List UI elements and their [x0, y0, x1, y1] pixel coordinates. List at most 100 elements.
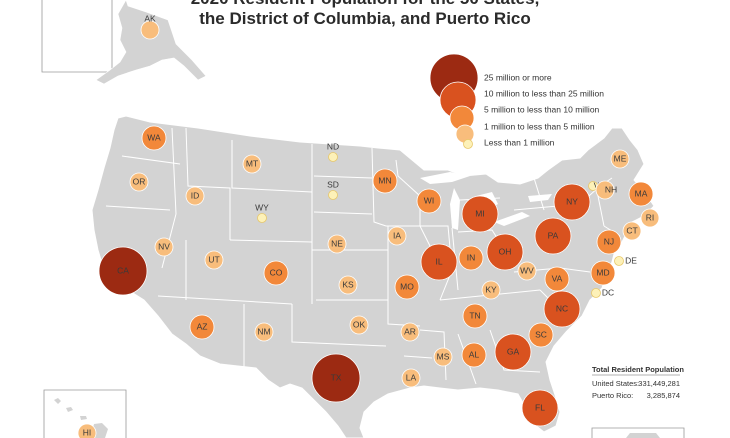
- state-marker-oh: OH: [486, 233, 524, 271]
- state-bubble: [254, 322, 274, 342]
- state-bubble: [628, 181, 654, 207]
- state-bubble: [622, 221, 642, 241]
- legend-label: 1 million to less than 5 million: [484, 121, 595, 131]
- state-marker-ms: MS: [433, 347, 453, 367]
- state-label: NH: [605, 184, 617, 194]
- state-label: NV: [158, 241, 170, 251]
- totals-box: Total Resident Population United States:…: [592, 365, 684, 400]
- state-marker-nc: NC: [543, 290, 581, 328]
- totals-pr-value: 3,285,874: [647, 391, 680, 400]
- state-label: TN: [469, 310, 480, 320]
- state-marker-ne: NE: [327, 234, 347, 254]
- state-label: KY: [485, 284, 497, 294]
- state-bubble: [154, 237, 174, 257]
- state-bubble: [433, 347, 453, 367]
- state-marker-va: VA: [544, 266, 570, 292]
- state-marker-or: OR: [129, 172, 149, 192]
- map-title-line-1: 2020 Resident Population for the 50 Stat…: [0, 0, 730, 9]
- state-marker-fl: FL: [521, 389, 559, 427]
- state-marker-nd: ND: [327, 141, 339, 162]
- state-bubble: [528, 322, 554, 348]
- legend-item: 5 million to less than 10 million: [449, 104, 600, 131]
- state-marker-pa: PA: [534, 217, 572, 255]
- state-bubble: [614, 256, 624, 266]
- state-marker-nh: NH: [595, 180, 617, 200]
- state-marker-wa: WA: [141, 125, 167, 151]
- state-bubble: [458, 245, 484, 271]
- state-label: MN: [378, 175, 391, 185]
- state-bubble: [553, 183, 591, 221]
- state-marker-me: ME: [610, 149, 630, 169]
- state-marker-md: MD: [590, 260, 616, 286]
- state-bubble: [328, 190, 338, 200]
- state-marker-ny: NY: [553, 183, 591, 221]
- state-label: CA: [117, 265, 129, 275]
- legend-label: 10 million to less than 25 million: [484, 88, 604, 98]
- legend-label: 25 million or more: [484, 72, 552, 82]
- state-bubble: [77, 423, 97, 438]
- state-label: HI: [83, 427, 92, 437]
- state-bubble: [610, 149, 630, 169]
- state-label: MA: [635, 188, 648, 198]
- state-label: MD: [596, 267, 609, 277]
- state-bubble: [349, 315, 369, 335]
- state-bubble: [543, 290, 581, 328]
- state-label: FL: [535, 402, 545, 412]
- state-label: MS: [437, 351, 450, 361]
- state-label: DC: [602, 287, 614, 297]
- state-marker-hi: HI: [77, 423, 97, 438]
- state-label: NJ: [604, 236, 614, 246]
- state-label: RI: [646, 212, 655, 222]
- state-bubble: [401, 368, 421, 388]
- state-marker-id: ID: [185, 186, 205, 206]
- state-bubble: [141, 125, 167, 151]
- state-bubble: [140, 20, 160, 40]
- state-label: MO: [400, 281, 414, 291]
- state-label: MT: [246, 158, 258, 168]
- state-bubble: [98, 246, 148, 296]
- state-label: OK: [353, 319, 366, 329]
- state-bubble: [462, 303, 488, 329]
- state-label: IA: [393, 230, 401, 240]
- state-marker-ct: CT: [622, 221, 642, 241]
- state-marker-ky: KY: [481, 280, 501, 300]
- state-bubble: [595, 180, 615, 200]
- state-label: WY: [255, 202, 269, 212]
- alaska-inset: [41, 0, 207, 85]
- state-label: AL: [469, 349, 480, 359]
- state-marker-mi: MI: [461, 195, 499, 233]
- state-label: NY: [566, 196, 578, 206]
- state-bubble: [204, 250, 224, 270]
- state-marker-ks: KS: [338, 275, 358, 295]
- state-label: VA: [552, 273, 563, 283]
- state-bubble: [416, 188, 442, 214]
- state-label: WI: [424, 195, 434, 205]
- state-bubble: [257, 213, 267, 223]
- state-label: WV: [520, 265, 534, 275]
- state-marker-ca: CA: [98, 246, 148, 296]
- totals-us-value: 331,449,281: [638, 379, 680, 388]
- state-marker-dc: DC: [591, 287, 614, 298]
- state-marker-nm: NM: [254, 322, 274, 342]
- state-marker-wi: WI: [416, 188, 442, 214]
- state-marker-al: AL: [461, 342, 487, 368]
- map-title-line-2: the District of Columbia, and Puerto Ric…: [199, 9, 531, 28]
- state-marker-ma: MA: [628, 181, 654, 207]
- state-marker-nj: NJ: [596, 229, 622, 255]
- state-bubble: [521, 389, 559, 427]
- state-label: MI: [475, 208, 484, 218]
- state-label: OR: [133, 176, 146, 186]
- state-label: CT: [626, 225, 637, 235]
- state-marker-il: IL: [420, 243, 458, 281]
- state-marker-sc: SC: [528, 322, 554, 348]
- state-marker-az: AZ: [189, 314, 215, 340]
- state-bubble: [481, 280, 501, 300]
- state-marker-mo: MO: [394, 274, 420, 300]
- state-label: ID: [191, 190, 200, 200]
- state-bubble: [189, 314, 215, 340]
- state-bubble: [461, 195, 499, 233]
- state-label: ND: [327, 141, 339, 151]
- legend-label: Less than 1 million: [484, 137, 555, 147]
- state-bubble: [400, 322, 420, 342]
- state-marker-tx: TX: [311, 353, 361, 403]
